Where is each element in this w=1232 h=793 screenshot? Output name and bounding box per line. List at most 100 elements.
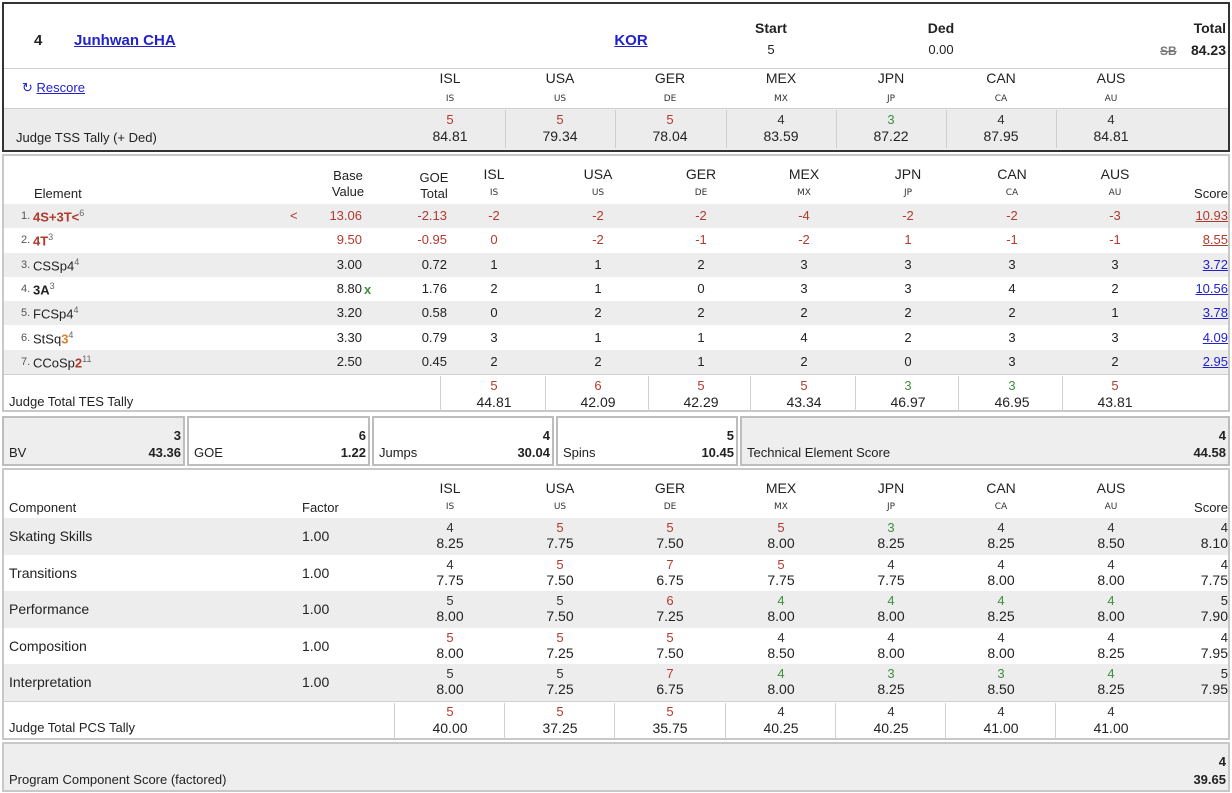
tes-tally-label: Judge Total TES Tally bbox=[9, 394, 134, 409]
judge-goe: 2 bbox=[800, 305, 808, 321]
judge-code-jp: JP bbox=[886, 502, 896, 512]
start-label: Start bbox=[755, 20, 787, 36]
pc-judge-value: 6.75 bbox=[656, 681, 684, 697]
pc-score-rank: 4 bbox=[1220, 520, 1228, 535]
judge-name-is: ISL bbox=[483, 166, 505, 182]
pc-judge-value: 8.25 bbox=[436, 535, 464, 551]
judge-code-is: IS bbox=[445, 94, 455, 104]
judge-goe: 0 bbox=[697, 280, 705, 296]
judge-name-jp: JPN bbox=[877, 70, 905, 86]
judge-goe: 3 bbox=[800, 256, 808, 272]
row-band bbox=[4, 664, 1228, 701]
col-base-header-1: Base bbox=[333, 168, 363, 183]
judge-name-au: AUS bbox=[1096, 70, 1126, 86]
element-name: CSSp44 bbox=[33, 257, 79, 273]
pc-judge-value: 8.00 bbox=[767, 608, 795, 624]
bv-rank: 3 bbox=[173, 428, 181, 443]
element-code: StSq bbox=[33, 330, 62, 346]
bv-box: 3 BV 43.36 bbox=[2, 416, 185, 466]
pc-judge-value: 8.00 bbox=[436, 608, 464, 624]
element-code: CCoSp bbox=[33, 355, 75, 371]
col-score-header: Score bbox=[1194, 186, 1228, 201]
skater-name-link[interactable]: Junhwan CHA bbox=[74, 32, 176, 49]
column-divider bbox=[945, 703, 946, 739]
base-value: 8.80 bbox=[336, 280, 362, 296]
table-row bbox=[4, 301, 1228, 325]
judge-goe: 1 bbox=[697, 329, 705, 345]
judge-code-is: IS bbox=[489, 188, 499, 198]
column-divider bbox=[835, 703, 836, 739]
pc-judge-value: 7.50 bbox=[656, 535, 684, 551]
tes-value: 42.29 bbox=[683, 394, 719, 410]
base-value: 3.00 bbox=[336, 256, 362, 272]
pcs-value: 41.00 bbox=[983, 720, 1019, 736]
element-score-link[interactable]: 3.78 bbox=[1202, 305, 1228, 321]
pc-judge-value: 8.25 bbox=[987, 608, 1015, 624]
column-divider bbox=[545, 376, 546, 412]
nation-link[interactable]: KOR bbox=[614, 32, 648, 49]
element-number: 1. bbox=[21, 210, 31, 222]
table-row bbox=[4, 555, 1228, 592]
judge-goe: 2 bbox=[490, 280, 498, 296]
element-level: 2 bbox=[74, 355, 83, 371]
judge-goe: 1 bbox=[697, 353, 705, 369]
element-sup: 4 bbox=[68, 329, 74, 340]
element-name: 4T3 bbox=[33, 232, 53, 248]
spins-value: 10.45 bbox=[701, 445, 734, 460]
pc-judge-rank: 5 bbox=[556, 520, 564, 535]
component-factor: 1.00 bbox=[302, 601, 330, 617]
pc-judge-rank: 5 bbox=[556, 593, 564, 608]
pc-judge-rank: 4 bbox=[887, 593, 895, 608]
pc-judge-rank: 4 bbox=[777, 593, 785, 608]
refresh-icon: ↻ bbox=[22, 80, 33, 95]
pc-judge-value: 8.50 bbox=[1097, 535, 1125, 551]
judge-goe: 2 bbox=[490, 353, 498, 369]
element-score-link[interactable]: 4.09 bbox=[1202, 329, 1228, 345]
jumps-rank: 4 bbox=[542, 428, 550, 443]
tss-value: 79.34 bbox=[542, 128, 578, 144]
pc-judge-rank: 5 bbox=[446, 629, 454, 645]
element-score-link[interactable]: 2.95 bbox=[1202, 353, 1228, 369]
tss-rank: 5 bbox=[556, 112, 564, 127]
column-divider bbox=[504, 703, 505, 739]
pcs-rank: 5 bbox=[446, 704, 454, 719]
element-sup: 3 bbox=[49, 280, 55, 291]
pc-judge-rank: 4 bbox=[1107, 556, 1115, 572]
pc-judge-value: 8.25 bbox=[877, 681, 905, 697]
pc-judge-rank: 4 bbox=[446, 556, 454, 572]
element-code: FCSp4 bbox=[33, 306, 74, 322]
judge-goe: 2 bbox=[697, 305, 705, 321]
pc-judge-rank: 5 bbox=[666, 629, 674, 645]
tss-tally-label: Judge TSS Tally (+ Ded) bbox=[16, 130, 157, 145]
total-label: Total bbox=[1193, 20, 1226, 36]
element-sup: 6 bbox=[79, 208, 85, 218]
pc-judge-value: 8.25 bbox=[1097, 681, 1125, 697]
judge-code-jp: JP bbox=[903, 188, 913, 198]
judge-code-ca: CA bbox=[994, 502, 1008, 512]
judge-name-mx: MEX bbox=[788, 166, 820, 182]
element-score-link[interactable]: 3.72 bbox=[1202, 256, 1228, 272]
judge-goe: 1 bbox=[594, 256, 602, 272]
element-score-link[interactable]: 8.55 bbox=[1202, 232, 1228, 248]
judge-code-ca: CA bbox=[1005, 188, 1019, 198]
judge-code-us: US bbox=[553, 502, 567, 512]
pcs-value: 35.75 bbox=[652, 720, 688, 736]
rescore-button[interactable]: ↻ Rescore bbox=[22, 80, 85, 96]
judge-goe: -2 bbox=[695, 208, 707, 223]
pc-judge-rank: 4 bbox=[997, 593, 1005, 608]
judge-name-ca: CAN bbox=[986, 70, 1016, 86]
judge-code-de: DE bbox=[663, 94, 677, 104]
tss-rank: 3 bbox=[887, 112, 895, 127]
element-score-link[interactable]: 10.56 bbox=[1195, 280, 1228, 296]
goe-value: 1.22 bbox=[340, 445, 366, 460]
element-code: CSSp4 bbox=[33, 257, 75, 273]
judge-goe: -3 bbox=[1109, 208, 1121, 223]
judge-goe: 3 bbox=[1008, 353, 1016, 369]
goe-total: 1.76 bbox=[421, 280, 447, 296]
pcs-value: 40.00 bbox=[432, 720, 468, 736]
element-score-link[interactable]: 10.93 bbox=[1195, 208, 1228, 223]
element-number: 6. bbox=[21, 331, 31, 344]
base-value: 3.30 bbox=[336, 329, 362, 345]
tss-value: 84.81 bbox=[1093, 128, 1129, 144]
pcs-rank: 4 bbox=[887, 704, 895, 719]
